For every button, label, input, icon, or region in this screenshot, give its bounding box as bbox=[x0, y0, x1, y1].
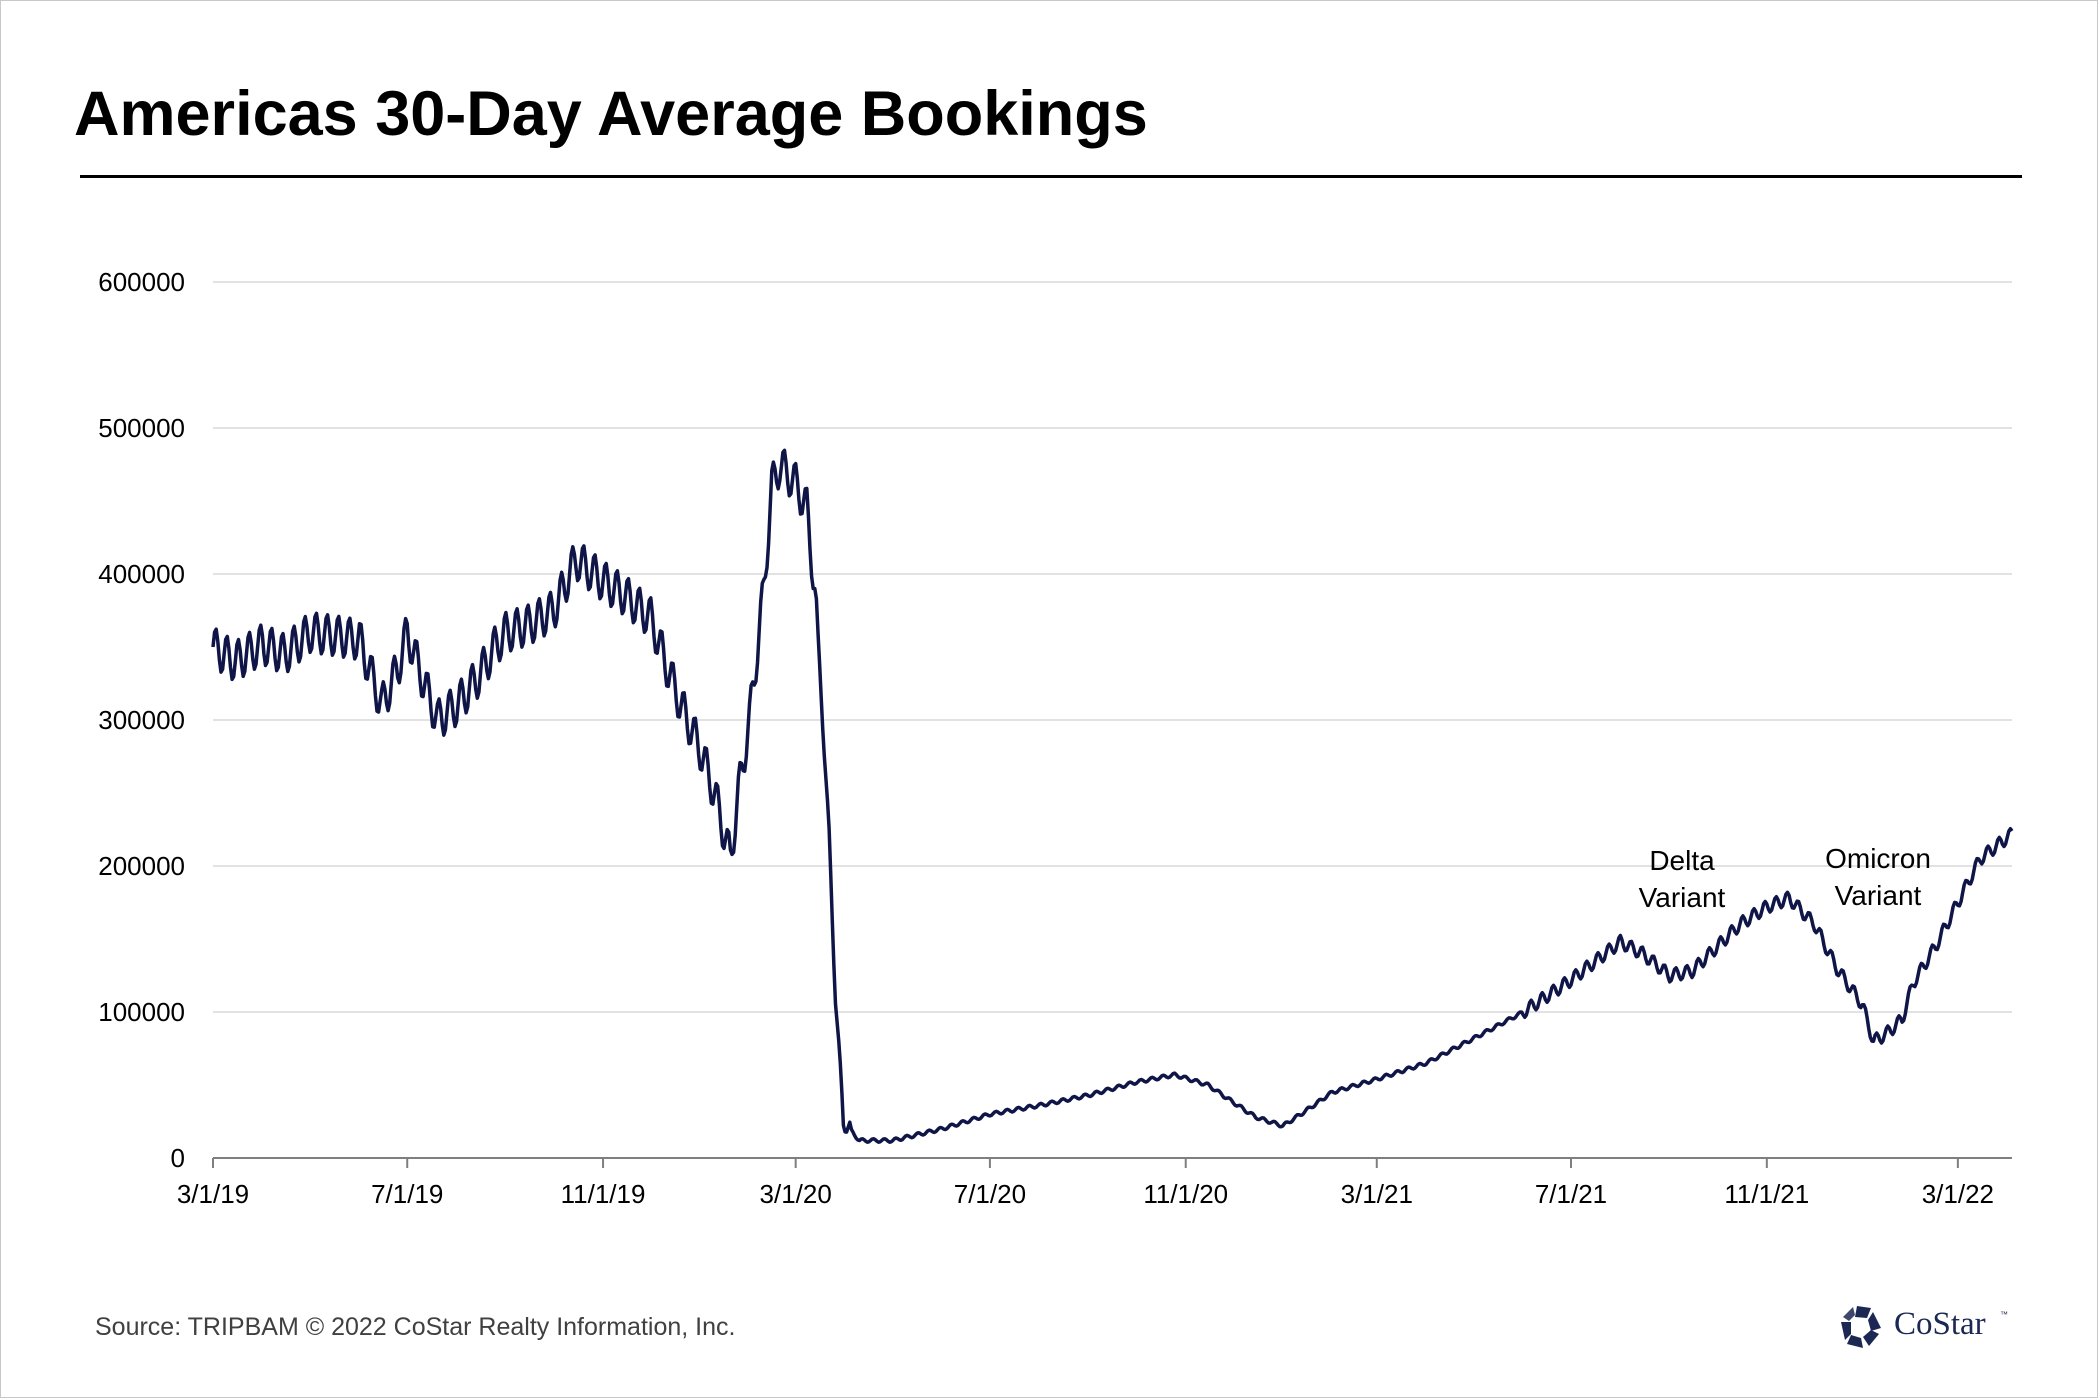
x-tick-label: 3/1/19 bbox=[177, 1179, 249, 1209]
x-tick-label: 11/1/19 bbox=[561, 1179, 646, 1209]
y-tick-label: 500000 bbox=[98, 413, 185, 443]
bookings-series-line bbox=[211, 448, 2014, 1144]
title-divider bbox=[80, 175, 2022, 178]
y-tick-label: 0 bbox=[171, 1143, 185, 1173]
series-line-group bbox=[211, 448, 2014, 1144]
y-tick-label: 600000 bbox=[98, 267, 185, 297]
x-tick-label: 3/1/20 bbox=[760, 1179, 832, 1209]
axes: 0 100000 200000 300000 400000 500000 600000 3/1… bbox=[98, 267, 2012, 1209]
x-tick-label: 11/1/20 bbox=[1143, 1179, 1228, 1209]
costar-logo: CoStar ™ bbox=[1836, 1300, 2016, 1350]
x-tick-label: 11/1/21 bbox=[1724, 1179, 1809, 1209]
logo-wordmark: CoStar bbox=[1894, 1306, 1986, 1342]
y-tick-label: 100000 bbox=[98, 997, 185, 1027]
x-tick-label: 7/1/20 bbox=[954, 1179, 1026, 1209]
x-tick-label: 7/1/19 bbox=[371, 1179, 443, 1209]
annotation-label: Omicron bbox=[1825, 843, 1931, 874]
gridlines bbox=[213, 281, 2012, 1013]
source-note: Source: TRIPBAM © 2022 CoStar Realty Inf… bbox=[95, 1313, 736, 1341]
x-tick-label: 3/1/22 bbox=[1922, 1179, 1994, 1209]
annotation-label: Variant bbox=[1639, 882, 1726, 913]
x-tick-label: 3/1/21 bbox=[1341, 1179, 1413, 1209]
costar-star-logo-icon bbox=[1841, 1306, 1881, 1348]
logo-trademark: ™ bbox=[2000, 1310, 2008, 1319]
chart-title: Americas 30-Day Average Bookings bbox=[74, 79, 1148, 149]
x-tick-label: 7/1/21 bbox=[1535, 1179, 1607, 1209]
y-tick-label: 400000 bbox=[98, 559, 185, 589]
annotation-label: Variant bbox=[1835, 880, 1922, 911]
annotations: Delta Variant Omicron Variant bbox=[1639, 843, 1931, 913]
y-tick-label: 200000 bbox=[98, 851, 185, 881]
y-tick-label: 300000 bbox=[98, 705, 185, 735]
annotation-label: Delta bbox=[1649, 845, 1715, 876]
